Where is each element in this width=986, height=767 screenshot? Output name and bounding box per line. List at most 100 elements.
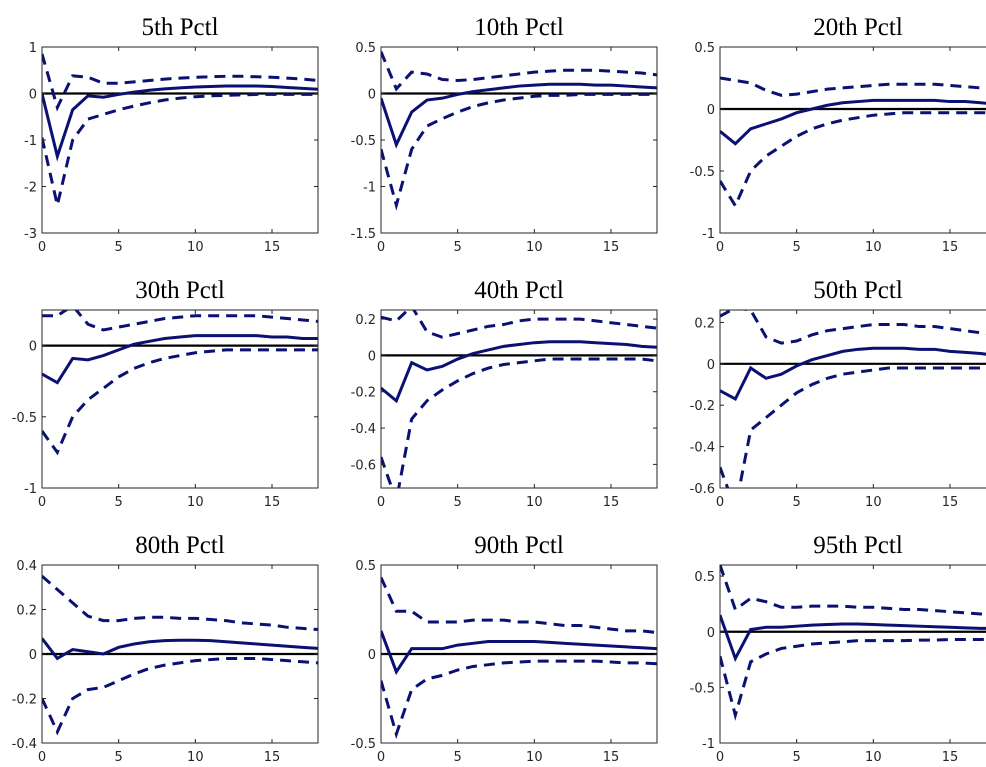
line-series: [381, 310, 657, 339]
axes-box: [719, 46, 986, 234]
panel: 40th Pctl 0 5 10 15 -0.6 -0.4 -0.2 0 0.2: [351, 277, 658, 510]
x-tick-label: 15: [264, 750, 281, 765]
y-tick-label: -1.5: [351, 227, 376, 242]
line-series: [720, 310, 986, 345]
axes-box: [719, 309, 986, 489]
x-tick-label: 10: [526, 495, 543, 510]
line-series: [42, 53, 318, 112]
y-tick-label: 0: [368, 648, 376, 663]
x-tick-label: 15: [603, 240, 620, 255]
plot: [381, 310, 657, 488]
x-tick-label: 0: [716, 750, 724, 765]
y-tick-label: -0.5: [351, 737, 376, 752]
x-tick-label: 5: [115, 750, 123, 765]
y-tick-label: -0.2: [690, 399, 715, 414]
x-tick-label: 10: [526, 240, 543, 255]
y-tick-label: -0.4: [690, 441, 715, 456]
x-tick-label: 15: [942, 240, 959, 255]
y-tick-label: -0.2: [12, 693, 37, 708]
x-tick-label: 5: [793, 495, 801, 510]
plot: [42, 53, 318, 206]
line-series: [381, 92, 657, 211]
x-tick-label: 0: [716, 240, 724, 255]
y-tick-label: 0.2: [694, 316, 715, 331]
y-tick-label: -0.5: [690, 165, 715, 180]
y-tick-label: 0: [29, 88, 37, 103]
x-tick-label: 10: [187, 240, 204, 255]
y-tick-label: 0: [368, 88, 376, 103]
x-tick-label: 5: [454, 240, 462, 255]
plot: [720, 76, 986, 209]
x-tick-label: 15: [264, 240, 281, 255]
x-tick-label: 0: [377, 240, 385, 255]
y-tick-label: 0: [29, 648, 37, 663]
line-series: [720, 637, 986, 721]
line-series: [720, 346, 986, 402]
panel-title: 30th Pctl: [135, 277, 225, 304]
panel: 5th Pctl 0 5 10 15 -3 -2 -1 0 1: [24, 14, 319, 255]
x-tick-label: 0: [716, 495, 724, 510]
y-tick-label: 0: [368, 349, 376, 364]
plot: [42, 574, 318, 736]
x-tick-label: 5: [115, 240, 123, 255]
y-tick-label: 0.4: [16, 559, 37, 574]
panel-title: 10th Pctl: [474, 14, 564, 41]
x-tick-label: 5: [454, 495, 462, 510]
y-tick-label: 0: [707, 358, 715, 373]
panel: 95th Pctl 0 5 10 15 -1 -0.5 0 0.5: [690, 532, 986, 765]
panel: 50th Pctl 0 5 10 15 -0.6 -0.4 -0.2 0 0.2: [690, 277, 986, 510]
x-tick-label: 0: [38, 240, 46, 255]
line-series: [381, 659, 657, 740]
plot-area: [42, 47, 318, 233]
line-series: [720, 366, 986, 488]
y-tick-label: -0.5: [351, 134, 376, 149]
x-tick-label: 5: [115, 495, 123, 510]
x-tick-label: 10: [187, 495, 204, 510]
plot-area: [381, 310, 657, 488]
line-series: [42, 84, 318, 162]
y-tick-label: -1: [702, 227, 715, 242]
line-series: [381, 357, 657, 488]
y-tick-label: 0: [29, 340, 37, 355]
x-tick-label: 15: [603, 495, 620, 510]
y-tick-label: 0: [707, 103, 715, 118]
x-tick-label: 0: [38, 495, 46, 510]
panel-title: 20th Pctl: [813, 14, 903, 41]
line-series: [381, 82, 657, 149]
panel-title: 80th Pctl: [135, 532, 225, 559]
line-series: [42, 656, 318, 736]
panel-title: 40th Pctl: [474, 277, 564, 304]
plot-area: [720, 310, 986, 488]
line-series: [381, 630, 657, 676]
panel-title: 95th Pctl: [813, 532, 903, 559]
line-series: [381, 340, 657, 404]
x-tick-label: 5: [793, 750, 801, 765]
plot-area: [381, 47, 657, 233]
panel: 80th Pctl 0 5 10 15 -0.4 -0.2 0 0.2 0.4: [12, 532, 319, 765]
y-tick-label: -0.5: [690, 681, 715, 696]
y-tick-label: -0.6: [351, 458, 376, 473]
y-tick-label: -0.4: [12, 737, 37, 752]
x-tick-label: 10: [865, 750, 882, 765]
panel-title: 5th Pctl: [141, 14, 218, 41]
x-tick-label: 0: [377, 750, 385, 765]
axes-box: [719, 564, 986, 744]
plot: [720, 310, 986, 488]
panel: 30th Pctl 0 5 10 15 -1 -0.5 0: [12, 277, 319, 510]
y-tick-label: 0.2: [355, 313, 376, 328]
plot-area: [42, 310, 318, 488]
y-tick-label: 0.5: [694, 570, 715, 585]
line-series: [720, 98, 986, 146]
line-series: [42, 637, 318, 661]
axes-box: [380, 309, 658, 489]
y-tick-label: -1: [24, 482, 37, 497]
plot: [381, 576, 657, 740]
plot-area: [720, 47, 986, 233]
y-tick-label: 0.5: [355, 559, 376, 574]
y-tick-label: 0.5: [355, 41, 376, 56]
x-tick-label: 15: [264, 495, 281, 510]
x-tick-label: 10: [187, 750, 204, 765]
x-tick-label: 5: [793, 240, 801, 255]
panel-title: 90th Pctl: [474, 532, 564, 559]
